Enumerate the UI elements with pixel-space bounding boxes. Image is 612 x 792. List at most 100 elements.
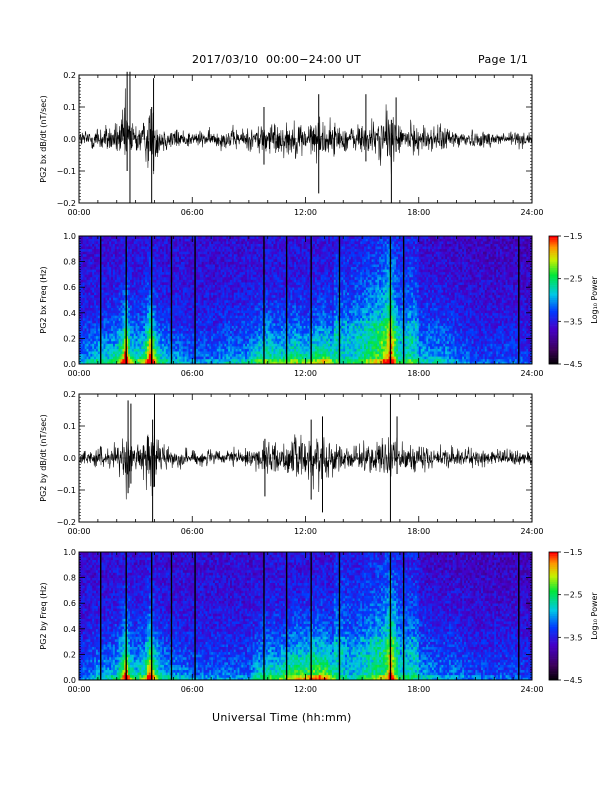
heatmap-cell <box>132 282 134 285</box>
heatmap-cell <box>134 272 136 275</box>
heatmap-cell <box>134 326 136 329</box>
heatmap-cell <box>128 282 130 285</box>
heatmap-cell <box>130 356 132 359</box>
heatmap-cell <box>109 351 111 354</box>
heatmap-cell <box>138 359 140 362</box>
heatmap-cell <box>119 318 121 321</box>
heatmap-cell <box>130 267 132 270</box>
heatmap-cell <box>113 282 115 285</box>
heatmap-cell <box>88 254 90 257</box>
heatmap-cell <box>117 244 119 247</box>
heatmap-cell <box>90 274 92 277</box>
heatmap-cell <box>87 333 89 336</box>
heatmap-cell <box>138 282 140 285</box>
heatmap-cell <box>130 274 132 277</box>
heatmap-cell <box>115 292 117 295</box>
heatmap-cell <box>145 277 147 280</box>
heatmap-cell <box>141 349 143 352</box>
heatmap-cell <box>128 285 130 288</box>
heatmap-cell <box>130 280 132 283</box>
heatmap-cell <box>83 246 85 249</box>
heatmap-cell <box>130 262 132 265</box>
heatmap-cell <box>119 267 121 270</box>
heatmap-cell <box>138 356 140 359</box>
heatmap-cell <box>94 354 96 357</box>
heatmap-cell <box>143 292 145 295</box>
heatmap-cell <box>115 295 117 298</box>
heatmap-cell <box>87 338 89 341</box>
heatmap-cell <box>88 277 90 280</box>
heatmap-cell <box>92 320 94 323</box>
heatmap-cell <box>81 359 83 362</box>
heatmap-cell <box>96 315 98 318</box>
heatmap-cell <box>132 280 134 283</box>
heatmap-cell <box>105 320 107 323</box>
heatmap-cell <box>117 254 119 257</box>
heatmap-cell <box>83 328 85 331</box>
heatmap-cell <box>119 239 121 242</box>
heatmap-cell <box>115 249 117 252</box>
heatmap-cell <box>132 359 134 362</box>
heatmap-cell <box>111 269 113 272</box>
heatmap-cell <box>141 287 143 290</box>
heatmap-cell <box>96 269 98 272</box>
heatmap-cell <box>109 305 111 308</box>
heatmap-cell <box>87 246 89 249</box>
heatmap-cell <box>104 305 106 308</box>
heatmap-cell <box>111 349 113 352</box>
heatmap-cell <box>87 295 89 298</box>
heatmap-cell <box>130 331 132 334</box>
heatmap-cell <box>134 262 136 265</box>
heatmap-cell <box>138 297 140 300</box>
heatmap-cell <box>132 354 134 357</box>
heatmap-cell <box>94 251 96 254</box>
heatmap-cell <box>98 254 100 257</box>
heatmap-cell <box>139 323 141 326</box>
heatmap-cell <box>141 244 143 247</box>
heatmap-cell <box>128 356 130 359</box>
heatmap-cell <box>88 239 90 242</box>
heatmap-cell <box>113 303 115 306</box>
heatmap-cell <box>145 338 147 341</box>
heatmap-cell <box>117 344 119 347</box>
heatmap-cell <box>94 305 96 308</box>
heatmap-cell <box>92 269 94 272</box>
heatmap-cell <box>102 295 104 298</box>
heatmap-cell <box>98 262 100 265</box>
heatmap-cell <box>87 239 89 242</box>
heatmap-cell <box>141 264 143 267</box>
heatmap-cell <box>130 326 132 329</box>
heatmap-cell <box>92 259 94 262</box>
heatmap-cell <box>96 351 98 354</box>
heatmap-cell <box>83 269 85 272</box>
heatmap-cell <box>147 305 149 308</box>
heatmap-cell <box>143 274 145 277</box>
heatmap-cell <box>87 277 89 280</box>
heatmap-cell <box>113 256 115 259</box>
heatmap-cell <box>83 267 85 270</box>
heatmap-cell <box>141 303 143 306</box>
y-tick-label: −0.2 <box>57 199 76 208</box>
heatmap-cell <box>111 323 113 326</box>
heatmap-cell <box>94 315 96 318</box>
heatmap-cell <box>117 272 119 275</box>
heatmap-cell <box>94 341 96 344</box>
heatmap-cell <box>117 269 119 272</box>
heatmap-cell <box>96 272 98 275</box>
heatmap-cell <box>117 264 119 267</box>
heatmap-cell <box>121 256 123 259</box>
heatmap-cell <box>81 313 83 316</box>
heatmap-cell <box>96 300 98 303</box>
heatmap-cell <box>119 300 121 303</box>
heatmap-cell <box>141 297 143 300</box>
heatmap-cell <box>138 267 140 270</box>
heatmap-cell <box>122 274 124 277</box>
heatmap-cell <box>90 328 92 331</box>
heatmap-cell <box>122 254 124 257</box>
heatmap-cell <box>115 272 117 275</box>
heatmap-cell <box>109 338 111 341</box>
heatmap-cell <box>109 336 111 339</box>
heatmap-cell <box>143 315 145 318</box>
heatmap-cell <box>92 239 94 242</box>
heatmap-cell <box>104 251 106 254</box>
